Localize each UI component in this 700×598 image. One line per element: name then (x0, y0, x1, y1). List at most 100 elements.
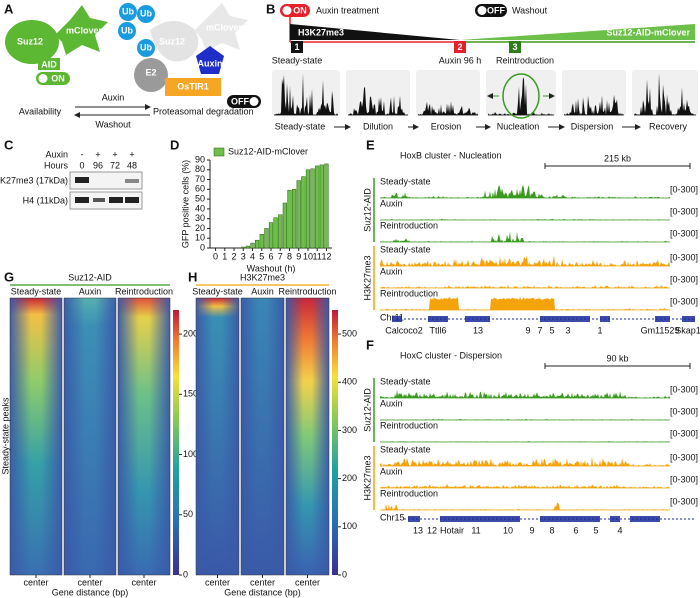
chromosome-label: Chr11 (380, 312, 404, 322)
range-label: [0-300] (670, 384, 698, 394)
gene-label: 7 (537, 325, 542, 335)
legend-swatch (213, 147, 225, 157)
center-label: center (205, 577, 230, 587)
colorbar-label: 100 (183, 449, 198, 459)
heatmap-edge (64, 298, 116, 575)
range-label: [0-300] (670, 184, 698, 194)
track-label: Steady-state (380, 176, 431, 186)
signal-track (380, 502, 670, 510)
phase-label: Dispersion (571, 121, 614, 131)
gene-label: Hotair (440, 525, 464, 535)
center-label: center (23, 577, 48, 587)
ub-shape (118, 22, 136, 40)
column-label: Reintroduction (278, 286, 336, 296)
heatmap-title: Suz12-AID (68, 272, 112, 282)
heatmap-edge (196, 298, 239, 575)
gene-label: 13 (473, 325, 483, 335)
x-tick-label: 9 (296, 251, 301, 261)
scale-label: 90 kb (606, 353, 628, 363)
bar (296, 180, 301, 249)
track-label: Reintroduction (380, 288, 438, 298)
step-number: 1 (294, 42, 299, 52)
heatmap-edge (118, 298, 170, 575)
range-label: [0-300] (670, 452, 698, 462)
gene-block (610, 516, 620, 522)
x-tick-label: 7 (278, 251, 283, 261)
step-box (291, 41, 303, 53)
gene-label: Gm11529 (641, 325, 680, 335)
panel-letter: A (4, 1, 14, 16)
phase-profile (634, 73, 696, 115)
x-tick-label: 1 (222, 251, 227, 261)
band (93, 198, 105, 202)
phase-box (416, 70, 480, 116)
off-label: OFF (231, 96, 249, 106)
heatmap-edge (286, 298, 329, 575)
gene-label: Calcoco2 (385, 325, 423, 335)
gene-label: Skap1 (675, 325, 700, 335)
gene-label: Ttll6 (429, 325, 446, 335)
bar (264, 228, 269, 249)
gene-block (682, 316, 695, 322)
bar (268, 222, 274, 249)
nucleation-ring (502, 73, 540, 119)
treatment-sign: + (129, 149, 134, 159)
gene-block (540, 516, 600, 522)
ghost-protein-label: Suz12 (159, 36, 185, 46)
hour-label: 96 (93, 160, 103, 170)
colorbar-label: 400 (342, 377, 357, 387)
x-tick-label: 2 (232, 251, 237, 261)
panel-letter: G (4, 269, 14, 284)
center-label: center (77, 577, 102, 587)
bar (273, 217, 278, 249)
gene-block (630, 516, 660, 522)
gene-block (655, 316, 670, 322)
y-tick-label: 30 (195, 213, 205, 223)
ligand-label: Auxin (197, 58, 222, 68)
panel-letter: F (366, 337, 374, 352)
bar (287, 190, 292, 249)
e2-shape (134, 58, 168, 92)
bar (319, 164, 324, 249)
phase-label: Erosion (431, 121, 462, 131)
track-label: Auxin (380, 398, 403, 408)
locus-title: HoxC cluster - Dispersion (400, 350, 502, 360)
colorbar-label: 300 (342, 425, 357, 435)
auxin-shape (196, 46, 224, 74)
center-label: center (295, 577, 320, 587)
group-label: H3K27me3 (362, 455, 372, 500)
band (109, 197, 123, 203)
colorbar (173, 310, 179, 575)
track-label: Reintroduction (380, 488, 438, 498)
track-label: Steady-state (380, 444, 431, 454)
x-axis-label: Gene distance (bp) (52, 587, 129, 597)
gene-label: 10 (503, 525, 513, 535)
heatmap-edge (241, 298, 284, 575)
e2-label: E2 (145, 67, 156, 77)
x-tick-label: 0 (213, 251, 218, 261)
band-label: H4 (11kDa) (23, 195, 68, 205)
ostir1-shape (165, 78, 221, 96)
phase-label: Recovery (649, 121, 688, 131)
band (75, 177, 89, 183)
ligase-label: OsTIR1 (177, 81, 209, 91)
ghost-fluor-label: mClover (206, 22, 243, 32)
step-box (454, 41, 466, 53)
band (75, 197, 89, 203)
ub-shape (137, 5, 155, 23)
phase-profile (418, 101, 478, 115)
y-tick-label: 90 (195, 154, 205, 164)
y-tick-label: 60 (195, 184, 205, 194)
y-tick-label: 50 (195, 193, 205, 203)
left-state: Availability (19, 106, 62, 116)
range-label: [0-300] (670, 296, 698, 306)
column-label: Auxin (251, 286, 274, 296)
band (125, 197, 139, 203)
bar (278, 214, 283, 249)
range-label: [0-300] (670, 474, 698, 484)
step-box (509, 41, 521, 53)
b-protein: Suz12-AID-mClover (606, 27, 690, 37)
group-label: Suz12-AID (362, 188, 372, 232)
hour-label: 72 (110, 160, 120, 170)
column-label: Steady-state (11, 286, 62, 296)
